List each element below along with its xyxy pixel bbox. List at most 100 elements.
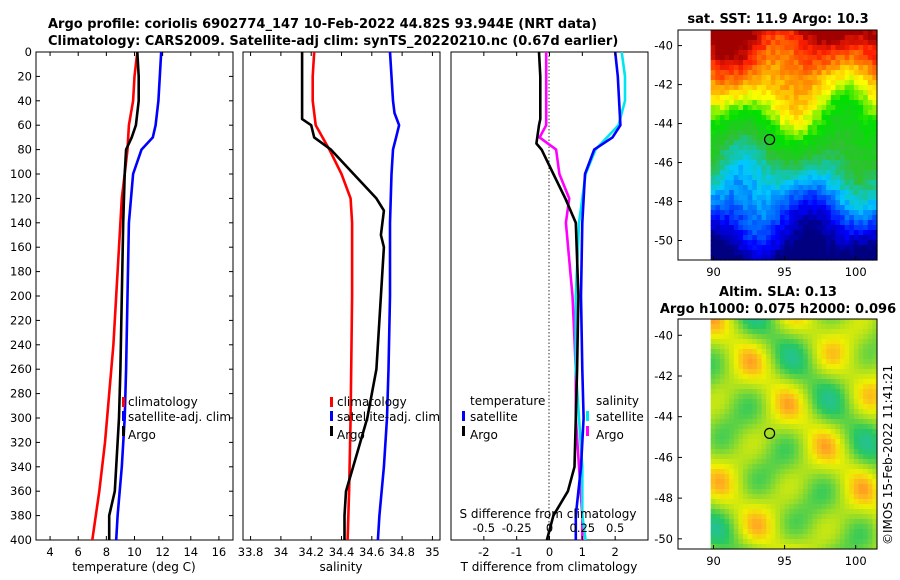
map-cell bbox=[756, 185, 763, 191]
map-cell bbox=[835, 469, 841, 475]
map-cell bbox=[789, 30, 795, 36]
map-cell bbox=[849, 90, 855, 96]
map-cell bbox=[733, 255, 740, 261]
map-cell bbox=[747, 364, 753, 370]
map-y-tick-label: -50 bbox=[654, 234, 673, 248]
map-cell bbox=[756, 479, 763, 485]
map-cell bbox=[761, 125, 767, 131]
map-cell bbox=[710, 504, 716, 510]
x-tick-label: 10 bbox=[127, 545, 142, 559]
map-cell bbox=[867, 185, 873, 191]
map-cell bbox=[849, 354, 855, 360]
x-tick-label: 34 bbox=[274, 545, 289, 559]
map-cell bbox=[761, 409, 767, 415]
map-cell bbox=[789, 414, 795, 420]
map-cell bbox=[719, 110, 726, 116]
map-cell bbox=[738, 324, 744, 330]
map-cell bbox=[872, 339, 878, 345]
map-cell bbox=[775, 250, 781, 256]
map-cell bbox=[729, 469, 735, 475]
map-cell bbox=[863, 449, 869, 455]
map-cell bbox=[729, 120, 735, 126]
map-cell bbox=[738, 469, 744, 475]
map-cell bbox=[807, 160, 813, 166]
map-cell bbox=[849, 245, 855, 251]
map-cell bbox=[821, 529, 827, 535]
map-cell bbox=[858, 60, 864, 66]
map-cell bbox=[840, 479, 846, 485]
map-cell bbox=[830, 40, 837, 46]
map-cell bbox=[812, 145, 818, 151]
map-cell bbox=[784, 55, 790, 61]
map-cell bbox=[724, 60, 730, 66]
map-cell bbox=[775, 439, 781, 445]
map-cell bbox=[761, 50, 767, 56]
map-cell bbox=[867, 195, 873, 201]
map-cell bbox=[733, 519, 740, 525]
map-cell bbox=[789, 514, 795, 520]
map-cell bbox=[789, 130, 795, 136]
map-cell bbox=[761, 65, 767, 71]
map-cell bbox=[747, 40, 753, 46]
map-cell bbox=[789, 539, 795, 545]
map-cell bbox=[853, 245, 860, 251]
map-cell bbox=[784, 439, 790, 445]
map-cell bbox=[858, 374, 864, 380]
map-cell bbox=[719, 409, 726, 415]
map-cell bbox=[784, 255, 790, 261]
map-cell bbox=[766, 235, 772, 241]
map-cell bbox=[849, 55, 855, 61]
map-cell bbox=[784, 349, 790, 355]
map-cell bbox=[858, 90, 864, 96]
map-cell bbox=[849, 175, 855, 181]
map-cell bbox=[784, 240, 790, 246]
map-cell bbox=[733, 509, 740, 515]
map-cell bbox=[733, 489, 740, 495]
map-cell bbox=[789, 444, 795, 450]
depth-tick-label: 360 bbox=[10, 484, 32, 498]
map-cell bbox=[784, 444, 790, 450]
map-cell bbox=[710, 80, 716, 86]
map-cell bbox=[798, 220, 804, 226]
map-cell bbox=[853, 175, 860, 181]
map-cell bbox=[724, 539, 730, 545]
map-cell bbox=[738, 160, 744, 166]
map-cell bbox=[752, 344, 758, 350]
map-cell bbox=[872, 429, 878, 435]
x-tick-label: 33.8 bbox=[238, 545, 264, 559]
map-cell bbox=[812, 544, 818, 550]
map-cell bbox=[747, 90, 753, 96]
map-cell bbox=[849, 544, 855, 550]
map-cell bbox=[719, 339, 726, 345]
map-cell bbox=[752, 245, 758, 251]
map-cell bbox=[729, 255, 735, 261]
map-cell bbox=[784, 449, 790, 455]
map-cell bbox=[863, 35, 869, 41]
s-diff-tick-label: 0.5 bbox=[606, 521, 624, 535]
map-cell bbox=[867, 55, 873, 61]
map-cell bbox=[830, 369, 837, 375]
map-cell bbox=[710, 409, 716, 415]
map-cell bbox=[715, 130, 721, 136]
map-cell bbox=[798, 115, 804, 121]
legend-argo-label: Argo bbox=[128, 428, 156, 442]
map-cell bbox=[812, 414, 818, 420]
map-cell bbox=[798, 414, 804, 420]
map-x-tick-label: 100 bbox=[845, 554, 867, 568]
map-cell bbox=[840, 55, 846, 61]
map-cell bbox=[779, 60, 786, 66]
map-cell bbox=[756, 344, 763, 350]
map-cell bbox=[849, 135, 855, 141]
map-cell bbox=[743, 439, 749, 445]
map-cell bbox=[835, 534, 841, 540]
map-cell bbox=[710, 444, 716, 450]
map-cell bbox=[733, 374, 740, 380]
map-cell bbox=[849, 240, 855, 246]
map-cell bbox=[826, 414, 832, 420]
map-cell bbox=[738, 95, 744, 101]
map-cell bbox=[816, 170, 823, 176]
map-y-tick-label: -42 bbox=[654, 78, 673, 92]
map-cell bbox=[826, 205, 832, 211]
map-cell bbox=[853, 185, 860, 191]
